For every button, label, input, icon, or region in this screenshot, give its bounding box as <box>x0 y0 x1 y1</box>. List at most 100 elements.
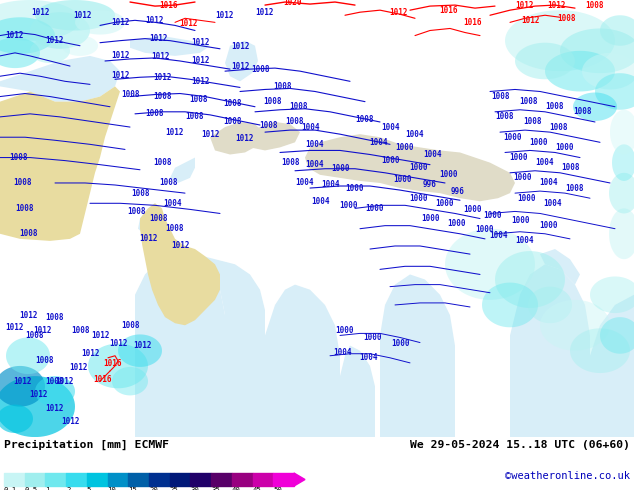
Text: 1000: 1000 <box>503 133 521 142</box>
Text: 1012: 1012 <box>111 51 129 60</box>
Polygon shape <box>138 203 162 236</box>
Text: 1012: 1012 <box>153 73 171 82</box>
Text: 1008: 1008 <box>165 224 184 233</box>
Text: 1012: 1012 <box>389 8 407 17</box>
Text: 1016: 1016 <box>463 18 482 27</box>
Polygon shape <box>609 173 634 214</box>
Text: 1000: 1000 <box>508 153 527 162</box>
Text: 1000: 1000 <box>396 143 414 152</box>
Polygon shape <box>0 0 80 41</box>
Polygon shape <box>600 15 634 46</box>
Polygon shape <box>62 36 98 56</box>
Text: 1004: 1004 <box>301 122 320 131</box>
Text: 1012: 1012 <box>46 36 64 45</box>
Text: 1004: 1004 <box>534 158 553 167</box>
Text: 1008: 1008 <box>251 65 269 74</box>
Bar <box>232 473 252 486</box>
Text: 45: 45 <box>252 487 261 490</box>
Text: 1008: 1008 <box>26 331 44 340</box>
Text: 1008: 1008 <box>496 112 514 122</box>
Text: 1008: 1008 <box>149 214 167 223</box>
Polygon shape <box>112 367 148 395</box>
Text: 1012: 1012 <box>91 331 109 340</box>
Polygon shape <box>135 249 225 437</box>
Polygon shape <box>582 53 634 90</box>
Text: 1008: 1008 <box>573 107 592 116</box>
Text: 1012: 1012 <box>171 242 190 250</box>
Text: 1008: 1008 <box>549 122 567 131</box>
Polygon shape <box>130 36 210 56</box>
Text: 1008: 1008 <box>9 153 27 162</box>
Bar <box>170 473 190 486</box>
Text: 996: 996 <box>423 180 437 190</box>
Bar <box>66 473 87 486</box>
Polygon shape <box>140 203 220 325</box>
Text: 1012: 1012 <box>515 0 533 10</box>
Polygon shape <box>0 56 120 101</box>
Polygon shape <box>225 41 258 81</box>
Text: 1000: 1000 <box>336 326 354 335</box>
Text: 1004: 1004 <box>369 138 387 147</box>
Text: 1008: 1008 <box>281 158 299 167</box>
Text: 35: 35 <box>211 487 220 490</box>
Text: 1008: 1008 <box>189 95 207 104</box>
Text: 1012: 1012 <box>149 34 167 43</box>
Text: 1000: 1000 <box>331 164 349 173</box>
Text: 1000: 1000 <box>539 221 557 230</box>
Text: 1000: 1000 <box>363 333 381 342</box>
Text: 0.1: 0.1 <box>4 487 17 490</box>
Text: 1008: 1008 <box>356 116 374 124</box>
Bar <box>46 473 66 486</box>
Text: 1004: 1004 <box>333 348 351 357</box>
Text: 1000: 1000 <box>511 216 529 225</box>
Polygon shape <box>609 208 634 259</box>
Text: 30: 30 <box>190 487 199 490</box>
Text: 1012: 1012 <box>235 134 253 143</box>
Text: 1020: 1020 <box>284 0 302 6</box>
Text: 20: 20 <box>149 487 158 490</box>
Text: 1012: 1012 <box>191 77 209 86</box>
Text: 1008: 1008 <box>36 356 55 366</box>
Bar <box>211 473 232 486</box>
Text: 996: 996 <box>451 187 465 196</box>
Polygon shape <box>30 39 70 63</box>
Polygon shape <box>265 285 340 437</box>
Text: 1012: 1012 <box>4 31 23 40</box>
Bar <box>25 473 46 486</box>
Text: 1012: 1012 <box>56 377 74 386</box>
Polygon shape <box>0 17 55 54</box>
Text: 1000: 1000 <box>366 204 384 213</box>
Text: 1000: 1000 <box>529 138 547 147</box>
Text: 1004: 1004 <box>311 197 329 206</box>
Polygon shape <box>75 10 125 35</box>
Bar <box>252 473 273 486</box>
Bar <box>128 473 149 486</box>
Polygon shape <box>380 274 455 437</box>
Text: 1000: 1000 <box>391 339 410 348</box>
Text: 1000: 1000 <box>556 143 574 152</box>
Bar <box>108 473 128 486</box>
Text: 1004: 1004 <box>544 199 562 208</box>
Polygon shape <box>294 473 305 486</box>
Text: 1000: 1000 <box>463 205 481 214</box>
Text: 1000: 1000 <box>475 225 493 234</box>
Polygon shape <box>170 158 195 183</box>
Text: 1012: 1012 <box>61 417 79 426</box>
Text: 1008: 1008 <box>46 313 64 321</box>
Polygon shape <box>175 249 265 437</box>
Text: 1012: 1012 <box>33 326 51 335</box>
Text: 1008: 1008 <box>186 112 204 122</box>
Text: 1012: 1012 <box>216 11 234 20</box>
Text: 1008: 1008 <box>71 326 89 335</box>
Text: 1012: 1012 <box>151 52 169 61</box>
Text: 1008: 1008 <box>16 204 34 213</box>
Text: 1012: 1012 <box>179 19 197 28</box>
Text: 1008: 1008 <box>273 82 291 91</box>
Text: 1012: 1012 <box>68 364 87 372</box>
Text: 1008: 1008 <box>120 321 139 330</box>
Text: 1008: 1008 <box>223 118 242 126</box>
Text: 1008: 1008 <box>566 184 585 193</box>
Polygon shape <box>495 251 565 308</box>
Polygon shape <box>612 145 634 181</box>
Text: 1008: 1008 <box>262 97 281 106</box>
